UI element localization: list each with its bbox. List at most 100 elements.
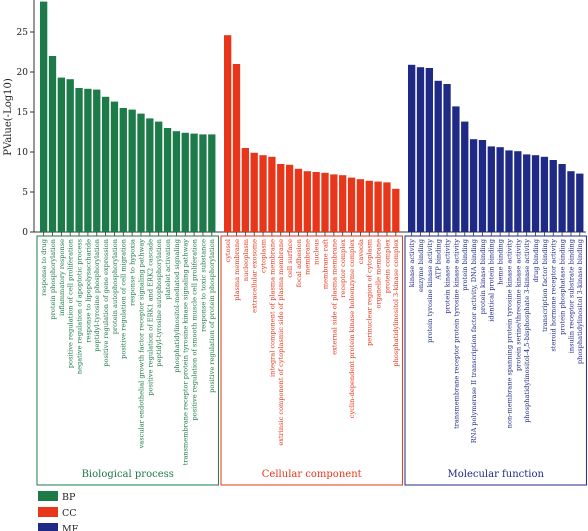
- bar-mf: [567, 171, 575, 232]
- category-label: extrinsic component of cytoplasmic side …: [277, 239, 285, 446]
- legend-entry: BP: [62, 492, 76, 503]
- category-label: perinuclear region of cytoplasm: [366, 238, 374, 346]
- bar-cc: [365, 180, 373, 232]
- bar-cc: [224, 35, 232, 233]
- category-labels-layer: response to drug protein phosphorylation i…: [40, 238, 584, 465]
- bar-bp: [155, 121, 163, 232]
- bar-cc: [383, 182, 391, 232]
- category-label: peptidyl-tyrosine autophosphorylation: [155, 238, 163, 366]
- category-label: protein complex: [383, 239, 391, 293]
- category-label: peptidyl-tyrosine phosphorylation: [93, 238, 101, 352]
- category-label: cytoplasm: [259, 238, 267, 273]
- group-boxes-layer: Biological process Cellular component Mole…: [36, 235, 587, 486]
- bar-mf: [549, 160, 557, 232]
- bar-cc: [259, 155, 267, 232]
- category-label: positive regulation of gene expression: [102, 238, 110, 366]
- bar-bp: [137, 113, 145, 232]
- category-label: caveola: [357, 239, 365, 264]
- bar-cc: [330, 174, 338, 232]
- category-label: phosphatidylinositol-mediated signaling: [173, 238, 181, 372]
- bar-bp: [181, 132, 189, 232]
- category-label: drug binding: [532, 238, 540, 282]
- bar-bp: [110, 101, 119, 232]
- category-label: RNA polymerase II transcription factor a…: [470, 238, 478, 443]
- legend-entry: CC: [62, 508, 77, 519]
- bar-mf: [531, 155, 540, 232]
- bar-bp: [163, 128, 172, 232]
- bar-mf: [452, 106, 460, 232]
- bar-mf: [434, 80, 442, 232]
- category-label: cell surface: [286, 239, 294, 278]
- category-label: non-membrane spanning protein tyrosine k…: [505, 239, 513, 428]
- bar-cc: [321, 172, 329, 232]
- category-label: positive regulation of cell migration: [120, 238, 128, 359]
- category-label: protein phosphorylation: [49, 238, 57, 319]
- category-label: response to drug: [40, 238, 48, 296]
- category-label: positive regulation of cell proliferatio…: [67, 238, 75, 368]
- category-label: identical protein binding: [488, 238, 496, 322]
- category-label: external side of plasma membrane: [330, 239, 338, 355]
- bar-mf: [540, 156, 549, 232]
- bar-cc: [339, 175, 347, 232]
- category-label: phosphatidylinositol-4,5-bisphosphate 3-…: [523, 239, 531, 423]
- category-label: receptor complex: [339, 239, 347, 298]
- legend-entry: MF: [62, 524, 79, 531]
- category-label: protein kinase binding: [479, 238, 487, 314]
- bar-bp: [40, 1, 48, 232]
- y-tick-label: 5: [22, 188, 28, 198]
- legend-swatch: [38, 507, 58, 517]
- category-label: response to toxic substance: [199, 239, 207, 332]
- category-label: enzyme binding: [417, 238, 425, 292]
- category-label: transmembrane receptor protein tyrosine …: [182, 239, 190, 466]
- bar-mf: [408, 64, 416, 232]
- category-label: protein serine/threonine kinase activity: [514, 239, 522, 371]
- bar-bp: [190, 133, 198, 232]
- category-label: integral component of plasma membrane: [268, 239, 276, 377]
- bar-mf: [558, 164, 566, 232]
- group-box-bp: [36, 235, 219, 486]
- y-tick-label: 15: [17, 108, 29, 118]
- category-label: protein tyrosine kinase activity: [426, 239, 434, 343]
- category-label: cyclin-dependent protein kinase holoenzy…: [348, 239, 356, 418]
- y-tick-label: 25: [17, 28, 29, 38]
- bar-bp: [93, 89, 101, 232]
- y-tick-label: 20: [17, 68, 29, 78]
- bar-bp: [48, 56, 57, 232]
- category-label: steroid hormone receptor activity: [550, 239, 558, 352]
- bar-cc: [277, 164, 285, 232]
- category-label: inflammatory response: [58, 239, 66, 316]
- category-label: cytosol: [224, 239, 232, 263]
- category-label: platelet activation: [164, 238, 172, 299]
- bar-mf: [505, 150, 513, 232]
- bar-cc: [392, 188, 400, 232]
- group-label: Molecular function: [448, 469, 545, 480]
- bar-cc: [312, 172, 320, 232]
- bar-bp: [208, 134, 216, 232]
- bar-bp: [66, 79, 74, 232]
- category-label: transcription factor binding: [541, 238, 549, 332]
- legend-swatch: [38, 491, 58, 501]
- group-label: Biological process: [82, 469, 174, 480]
- bar-cc: [232, 64, 241, 232]
- bar-mf: [416, 67, 425, 232]
- y-tick-label: 0: [22, 228, 28, 238]
- bar-mf: [576, 173, 584, 232]
- bar-mf: [496, 147, 504, 232]
- category-label: positive regulation of ERK1 and ERK2 cas…: [146, 239, 154, 396]
- bar-cc: [294, 168, 303, 232]
- category-label: protein kinase activity: [443, 239, 451, 314]
- category-label: protein phosphatase binding: [559, 238, 567, 335]
- legend-swatch: [38, 523, 58, 531]
- group-box-cc: [220, 235, 403, 486]
- bar-bp: [172, 131, 181, 232]
- category-label: phosphatidylinositol 3-kinase complex: [392, 239, 400, 367]
- bar-bp: [199, 134, 207, 232]
- bar-bp: [101, 96, 110, 232]
- category-label: protein binding: [461, 238, 469, 290]
- category-label: negative regulation of apoptotic process: [75, 238, 83, 374]
- bar-bp: [119, 108, 127, 232]
- bar-bp: [128, 109, 136, 232]
- category-label: response to hypoxia: [129, 239, 137, 306]
- category-label: kinase activity: [408, 239, 416, 288]
- bar-bp: [84, 88, 92, 232]
